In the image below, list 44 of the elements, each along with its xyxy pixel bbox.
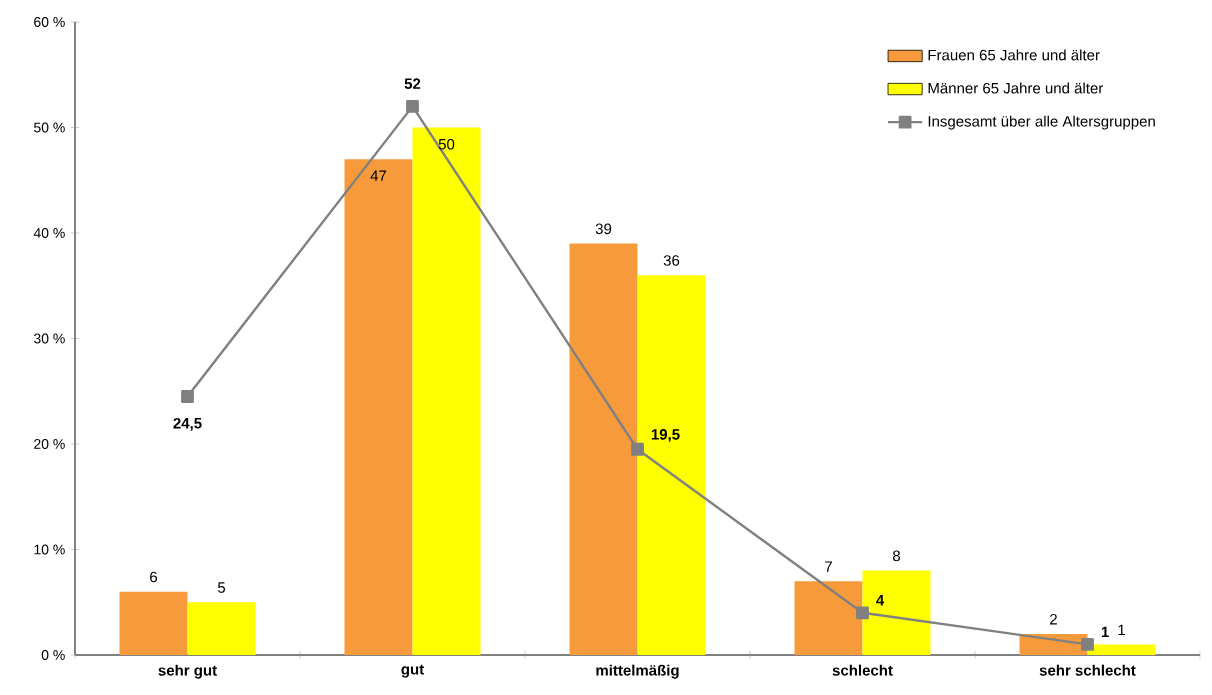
bar [569, 243, 638, 655]
bar [1087, 644, 1156, 655]
data-label: 36 [663, 255, 680, 266]
x-tick-label: sehr gut [158, 664, 217, 679]
data-label: 24,5 [173, 417, 202, 431]
x-tick-label: gut [401, 664, 424, 678]
y-tick-label: 30 % [33, 333, 65, 344]
point [1081, 638, 1094, 651]
data-label: 4 [876, 595, 885, 606]
y-tick-label: 50 % [33, 122, 65, 133]
data-label: 1 [1101, 626, 1109, 638]
bar [412, 127, 481, 655]
bar [862, 570, 931, 655]
data-label: 39 [595, 223, 612, 235]
legend-label: Frauen 65 Jahre und älter [928, 49, 1100, 61]
y-tick-label: 10 % [34, 544, 65, 555]
x-tick-label: mittelmäßig [596, 664, 679, 679]
data-label: 2 [1050, 614, 1057, 625]
data-label: 6 [150, 571, 158, 583]
bar [637, 275, 706, 655]
bar [119, 591, 188, 655]
y-tick-label: 20 % [34, 439, 65, 449]
bar [187, 602, 256, 655]
bar [794, 581, 863, 655]
bar [344, 159, 413, 655]
data-label: 7 [825, 561, 832, 572]
data-label: 47 [370, 170, 387, 181]
x-tick-label: sehr schlecht [1039, 664, 1136, 676]
y-tick-label: 0 % [41, 650, 65, 660]
legend-label: Insgesamt über alle Altersgruppen [928, 115, 1155, 130]
legend-label: Männer 65 Jahre und älter [928, 82, 1104, 94]
data-label: 50 [438, 138, 455, 150]
point [631, 442, 644, 456]
data-label: 5 [217, 582, 226, 593]
data-label: 52 [404, 78, 421, 89]
data-label: 1 [1118, 624, 1125, 636]
y-tick-label: 40 % [33, 228, 65, 238]
data-label: 19,5 [651, 429, 680, 442]
point [181, 390, 194, 403]
x-tick-label: schlecht [832, 664, 893, 676]
point [856, 606, 869, 620]
point [406, 99, 419, 113]
y-tick-label: 60 % [34, 17, 65, 27]
data-label: 8 [892, 550, 901, 562]
